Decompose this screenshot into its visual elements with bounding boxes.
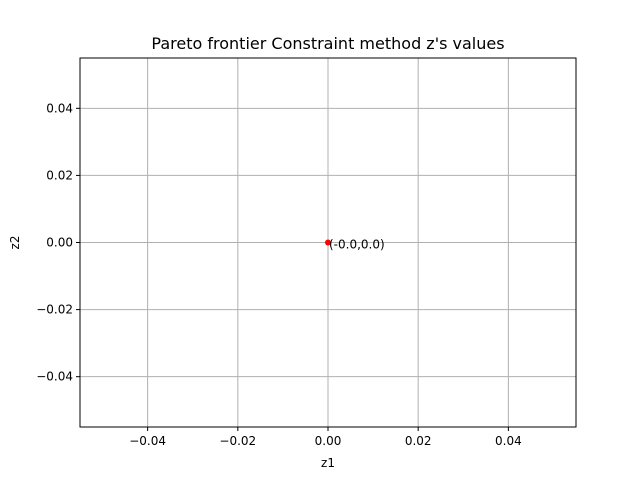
x-tick-label: 0.04 [495, 434, 522, 448]
plot-frame [79, 57, 577, 428]
y-tick-label: −0.02 [36, 303, 73, 317]
y-axis-label: z2 [8, 236, 22, 250]
data-point [325, 239, 331, 246]
y-tick-label: 0.02 [46, 168, 73, 182]
data-points: (-0.0,0.0) [325, 238, 385, 252]
x-tick-label: 0.02 [405, 434, 432, 448]
x-tick-label: −0.02 [219, 434, 256, 448]
y-tick-label: 0.04 [46, 101, 73, 115]
y-tick-label: 0.00 [46, 236, 73, 250]
x-tick-label: −0.04 [129, 434, 166, 448]
point-annotation: (-0.0,0.0) [329, 238, 385, 252]
x-axis-label: z1 [321, 456, 335, 470]
axis-ticks: −0.04 −0.02 0.00 0.02 0.04 −0.04 −0.02 0.00 0.02… [36, 101, 522, 448]
chart-title: Pareto frontier Constraint method z's va… [151, 34, 504, 53]
y-tick-label: −0.04 [36, 370, 73, 384]
x-tick-label: 0.00 [315, 434, 342, 448]
